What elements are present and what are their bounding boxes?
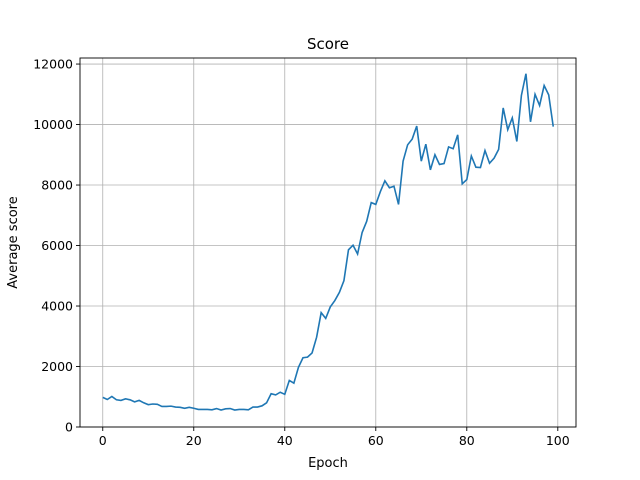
score-series-line [102,73,555,411]
x-tick-label: 20 [186,433,202,448]
y-tick-label: 12000 [33,57,73,72]
y-tick-label: 10000 [33,117,73,132]
y-tick-label: 4000 [41,299,73,314]
y-axis-label: Average score [6,196,21,288]
y-tick-label: 8000 [41,178,73,193]
chart-title: Score [307,35,349,53]
plot-frame [79,57,577,428]
x-tick-label: 0 [99,433,107,448]
y-tick-label: 6000 [41,238,73,253]
x-tick-label: 100 [546,433,570,448]
x-axis-label: Epoch [308,456,348,471]
y-tick-label: 2000 [41,359,73,374]
x-tick-label: 80 [459,433,475,448]
x-tick-label: 60 [368,433,384,448]
x-tick-label: 40 [277,433,293,448]
axis-ticks: 0 20 40 60 80 100 0 2000 4000 6000 8000 10000 12000 [33,57,570,448]
y-tick-label: 0 [65,420,73,435]
grid-lines [80,58,576,428]
